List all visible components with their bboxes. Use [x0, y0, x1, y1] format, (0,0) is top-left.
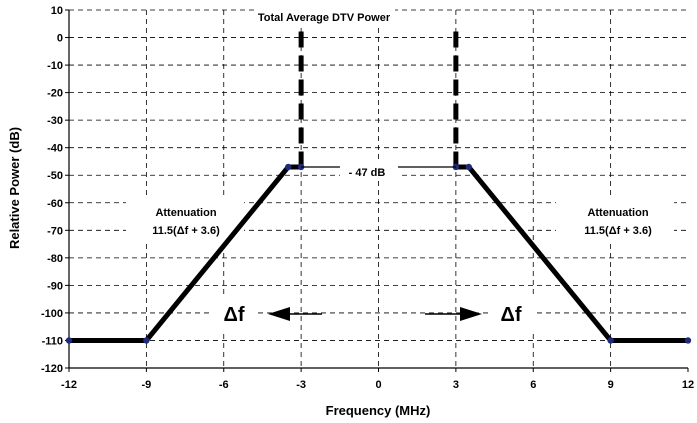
delta-f-label-left: Δf [223, 304, 244, 326]
delta-arrows [268, 166, 482, 321]
data-point [65, 337, 73, 344]
y-axis-title: Relative Power (dB) [7, 127, 22, 249]
arrow-left-head [268, 307, 290, 321]
mask-series [69, 164, 688, 343]
attenuation-title-right: Attenuation [587, 207, 648, 219]
y-tick-label: -100 [41, 308, 63, 320]
x-tick-label: -6 [219, 379, 229, 391]
data-point [285, 163, 292, 171]
x-tick-label: 0 [375, 379, 381, 391]
mask-line-left [69, 164, 302, 343]
attenuation-formula-right: 11.5(Δf + 3.6) [584, 225, 652, 237]
x-tick-label: -3 [296, 379, 306, 391]
x-axis-title: Frequency (MHz) [326, 403, 431, 418]
atten-right-bg [556, 198, 674, 244]
tick-labels: 100-10-20-30-40-50-60-70-80-90-100-110-1… [41, 5, 694, 391]
delta-right-bg [489, 295, 535, 331]
x-tick-label: -9 [141, 379, 151, 391]
x-tick-label: -12 [61, 379, 77, 391]
total-power-label: Total Average DTV Power [258, 12, 391, 24]
y-tick-label: -30 [47, 115, 63, 127]
arrow-right-head [460, 307, 482, 321]
atten-left-bg [126, 198, 244, 244]
y-tick-label: 10 [51, 5, 63, 17]
mask-line-right [455, 164, 688, 343]
delta-f-label-right: Δf [500, 304, 521, 326]
attenuation-formula-left: 11.5(Δf + 3.6) [152, 225, 220, 237]
level-label-bg [340, 163, 398, 181]
label-backgrounds [126, 8, 674, 331]
x-tick-label: 9 [608, 379, 614, 391]
y-tick-label: -40 [47, 143, 63, 155]
x-tick-label: 6 [530, 379, 536, 391]
data-point [143, 337, 150, 344]
delta-left-bg [211, 295, 257, 331]
y-tick-label: -50 [47, 170, 63, 182]
attenuation-title-left: Attenuation [155, 207, 216, 219]
y-tick-label: -90 [47, 280, 63, 292]
y-tick-label: -80 [47, 253, 63, 265]
top-label-bg [255, 8, 395, 24]
data-point [684, 337, 692, 344]
data-point [465, 163, 472, 171]
y-tick-label: 0 [57, 33, 63, 45]
x-tick-label: 3 [453, 379, 459, 391]
axes [65, 9, 689, 372]
y-tick-label: -110 [42, 335, 63, 347]
y-tick-label: -120 [41, 363, 63, 375]
level-label: - 47 dB [349, 167, 386, 179]
x-tick-label: 12 [682, 379, 694, 391]
data-point [607, 337, 614, 344]
y-tick-label: -70 [47, 225, 63, 237]
y-tick-label: -20 [47, 88, 63, 100]
y-tick-label: -10 [47, 60, 63, 72]
y-tick-label: -60 [47, 198, 63, 210]
